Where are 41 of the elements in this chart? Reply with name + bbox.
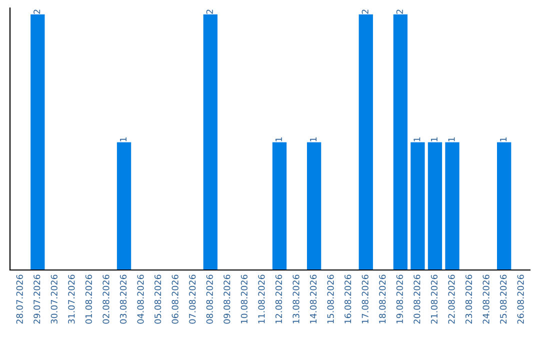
x-tick-label: 25.08.2026	[500, 274, 507, 324]
data-label: 1	[448, 137, 455, 142]
x-tick-label: 02.08.2026	[102, 274, 110, 324]
x-tick-label: 22.08.2026	[448, 274, 455, 324]
x-tick-label: 04.08.2026	[137, 274, 144, 324]
x-tick-label: 11.08.2026	[258, 274, 265, 324]
x-tick-label: 14.08.2026	[310, 274, 317, 324]
data-label: 1	[276, 137, 282, 142]
data-label: 2	[34, 10, 40, 14]
x-tick-label: 07.08.2026	[189, 274, 196, 324]
x-tick-label: 06.08.2026	[172, 274, 178, 324]
x-tick-label: 17.08.2026	[362, 274, 368, 324]
x-tick-label: 09.08.2026	[224, 274, 230, 324]
data-label: 1	[500, 137, 506, 142]
data-label: 2	[396, 10, 403, 14]
x-tick-label: 19.08.2026	[396, 274, 403, 324]
data-label: 2	[206, 10, 213, 14]
x-tick-label: 20.08.2026	[414, 274, 420, 324]
x-tick-label: 26.08.2026	[517, 274, 524, 324]
x-tick-label: 12.08.2026	[275, 274, 282, 324]
data-label: 1	[414, 137, 420, 142]
x-tick-label: 10.08.2026	[240, 274, 248, 324]
x-tick-label: 30.07.2026	[50, 274, 58, 324]
x-tick-label: 23.08.2026	[465, 274, 472, 324]
x-tick-label: 28.07.2026	[16, 274, 23, 324]
x-tick-label: 31.07.2026	[68, 274, 75, 324]
x-tick-label: 03.08.2026	[120, 274, 127, 324]
x-tick-label: 05.08.2026	[154, 274, 162, 324]
x-tick-label: 21.08.2026	[430, 274, 438, 324]
x-tick-label: 16.08.2026	[344, 274, 352, 324]
x-tick-label: 15.08.2026	[327, 274, 334, 324]
x-tick-label: 01.08.2026	[85, 274, 92, 324]
x-tick-label: 24.08.2026	[482, 274, 490, 324]
x-tick-label: 13.08.2026	[292, 274, 300, 324]
x-tick-label: 29.07.2026	[34, 274, 40, 324]
data-label: 1	[431, 137, 438, 142]
x-tick-label: 08.08.2026	[206, 274, 213, 324]
x-tick-label: 18.08.2026	[379, 274, 386, 324]
data-label: 1	[120, 137, 126, 142]
data-label: 1	[310, 137, 316, 142]
data-label: 2	[362, 10, 368, 14]
